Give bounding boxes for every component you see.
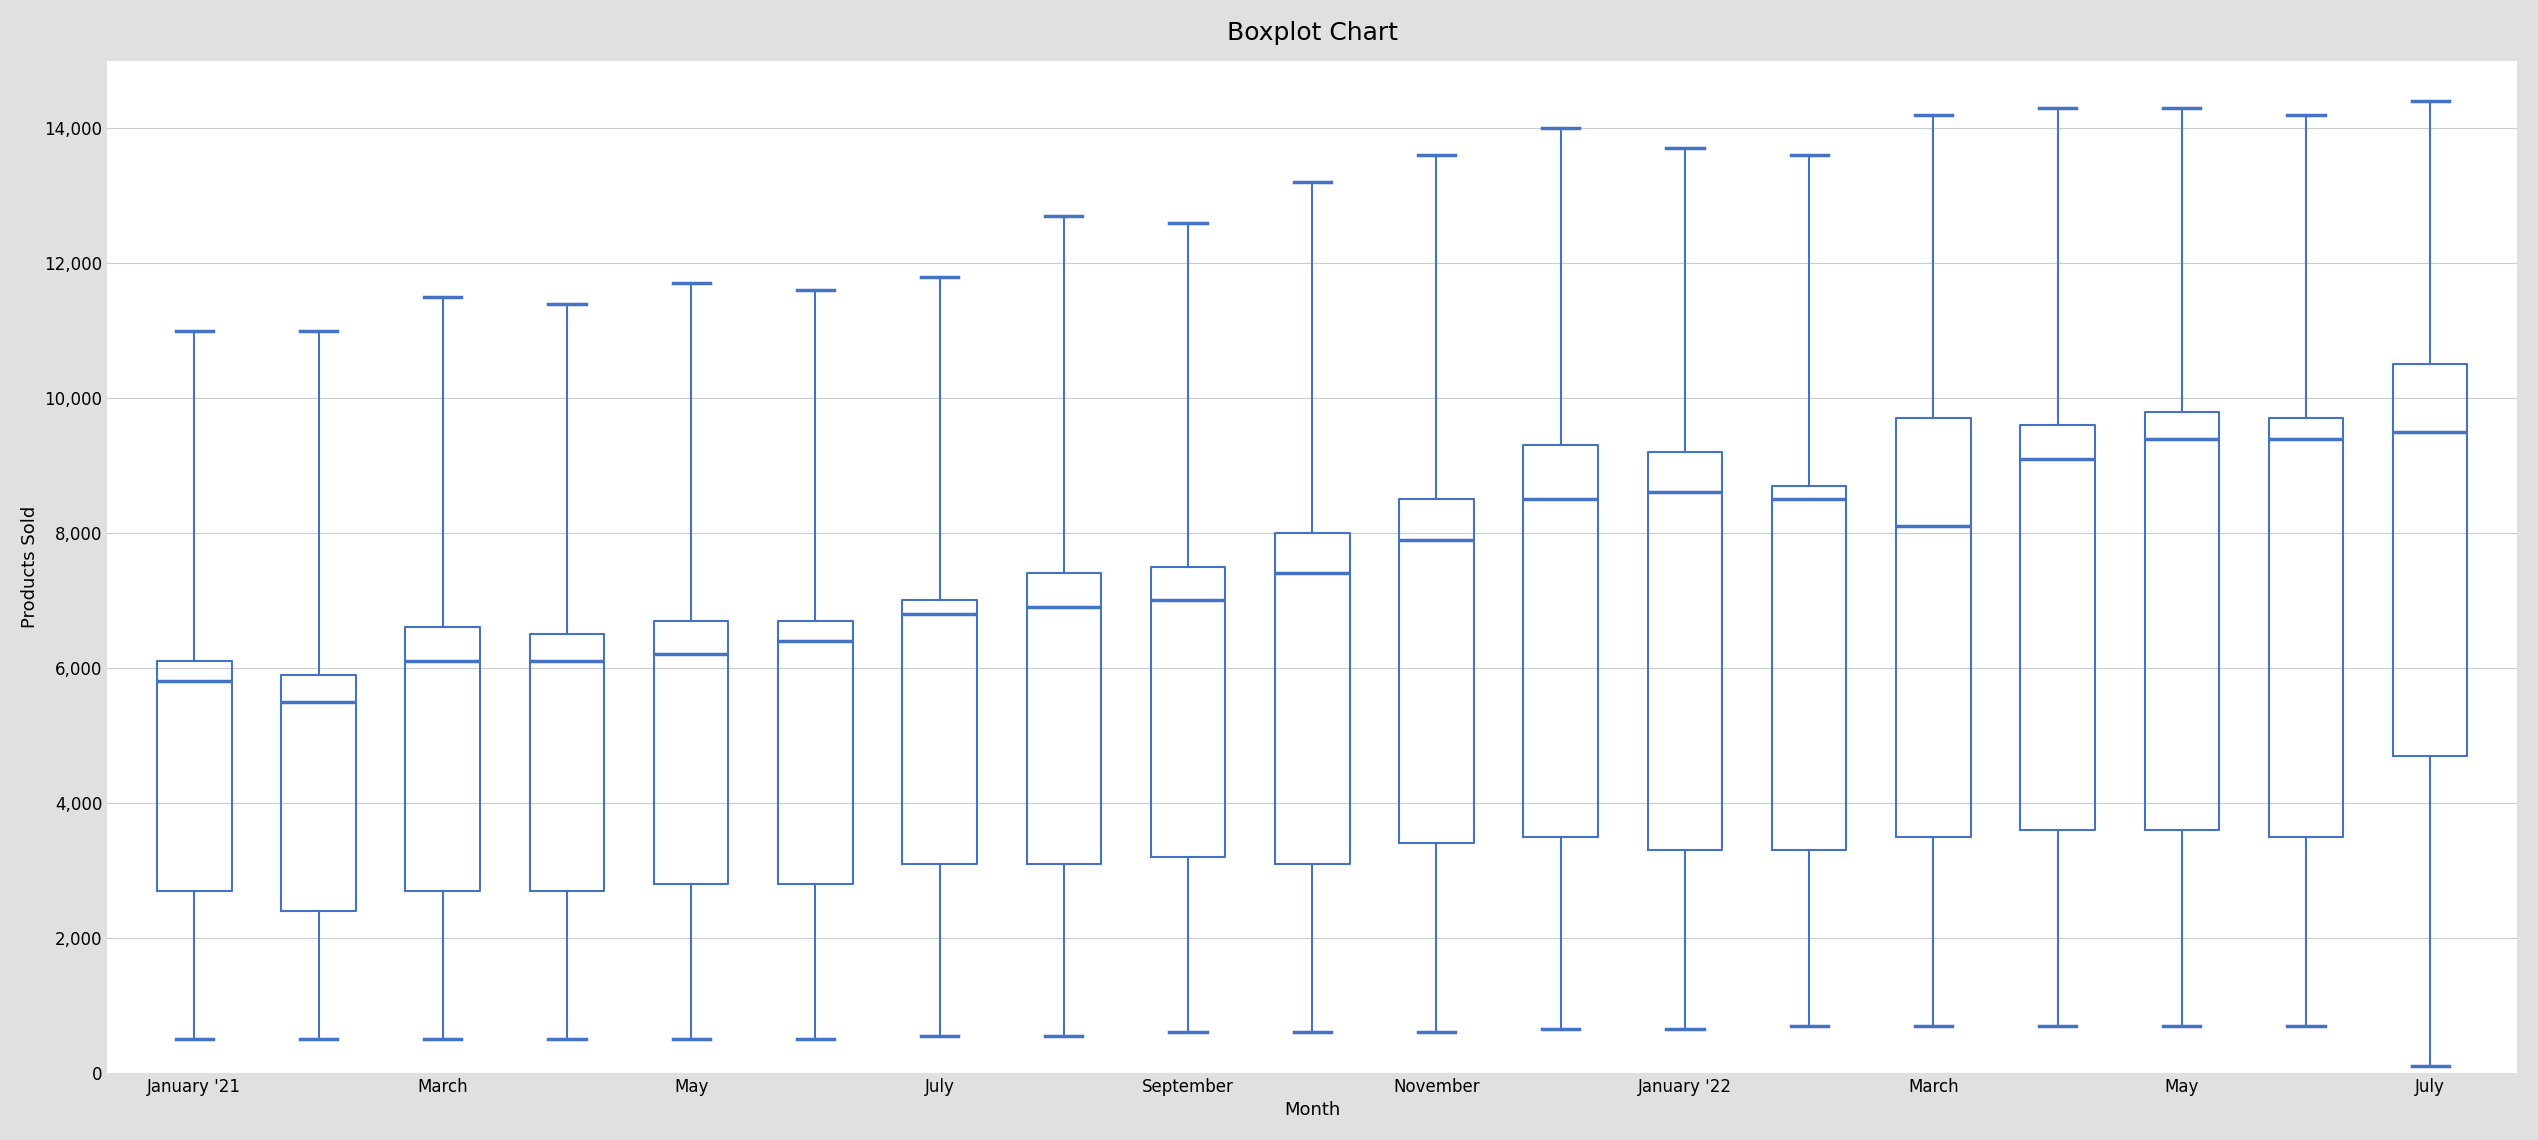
Y-axis label: Products Sold: Products Sold — [20, 505, 38, 628]
X-axis label: Month: Month — [1284, 1101, 1340, 1119]
Title: Boxplot Chart: Boxplot Chart — [1226, 21, 1398, 44]
